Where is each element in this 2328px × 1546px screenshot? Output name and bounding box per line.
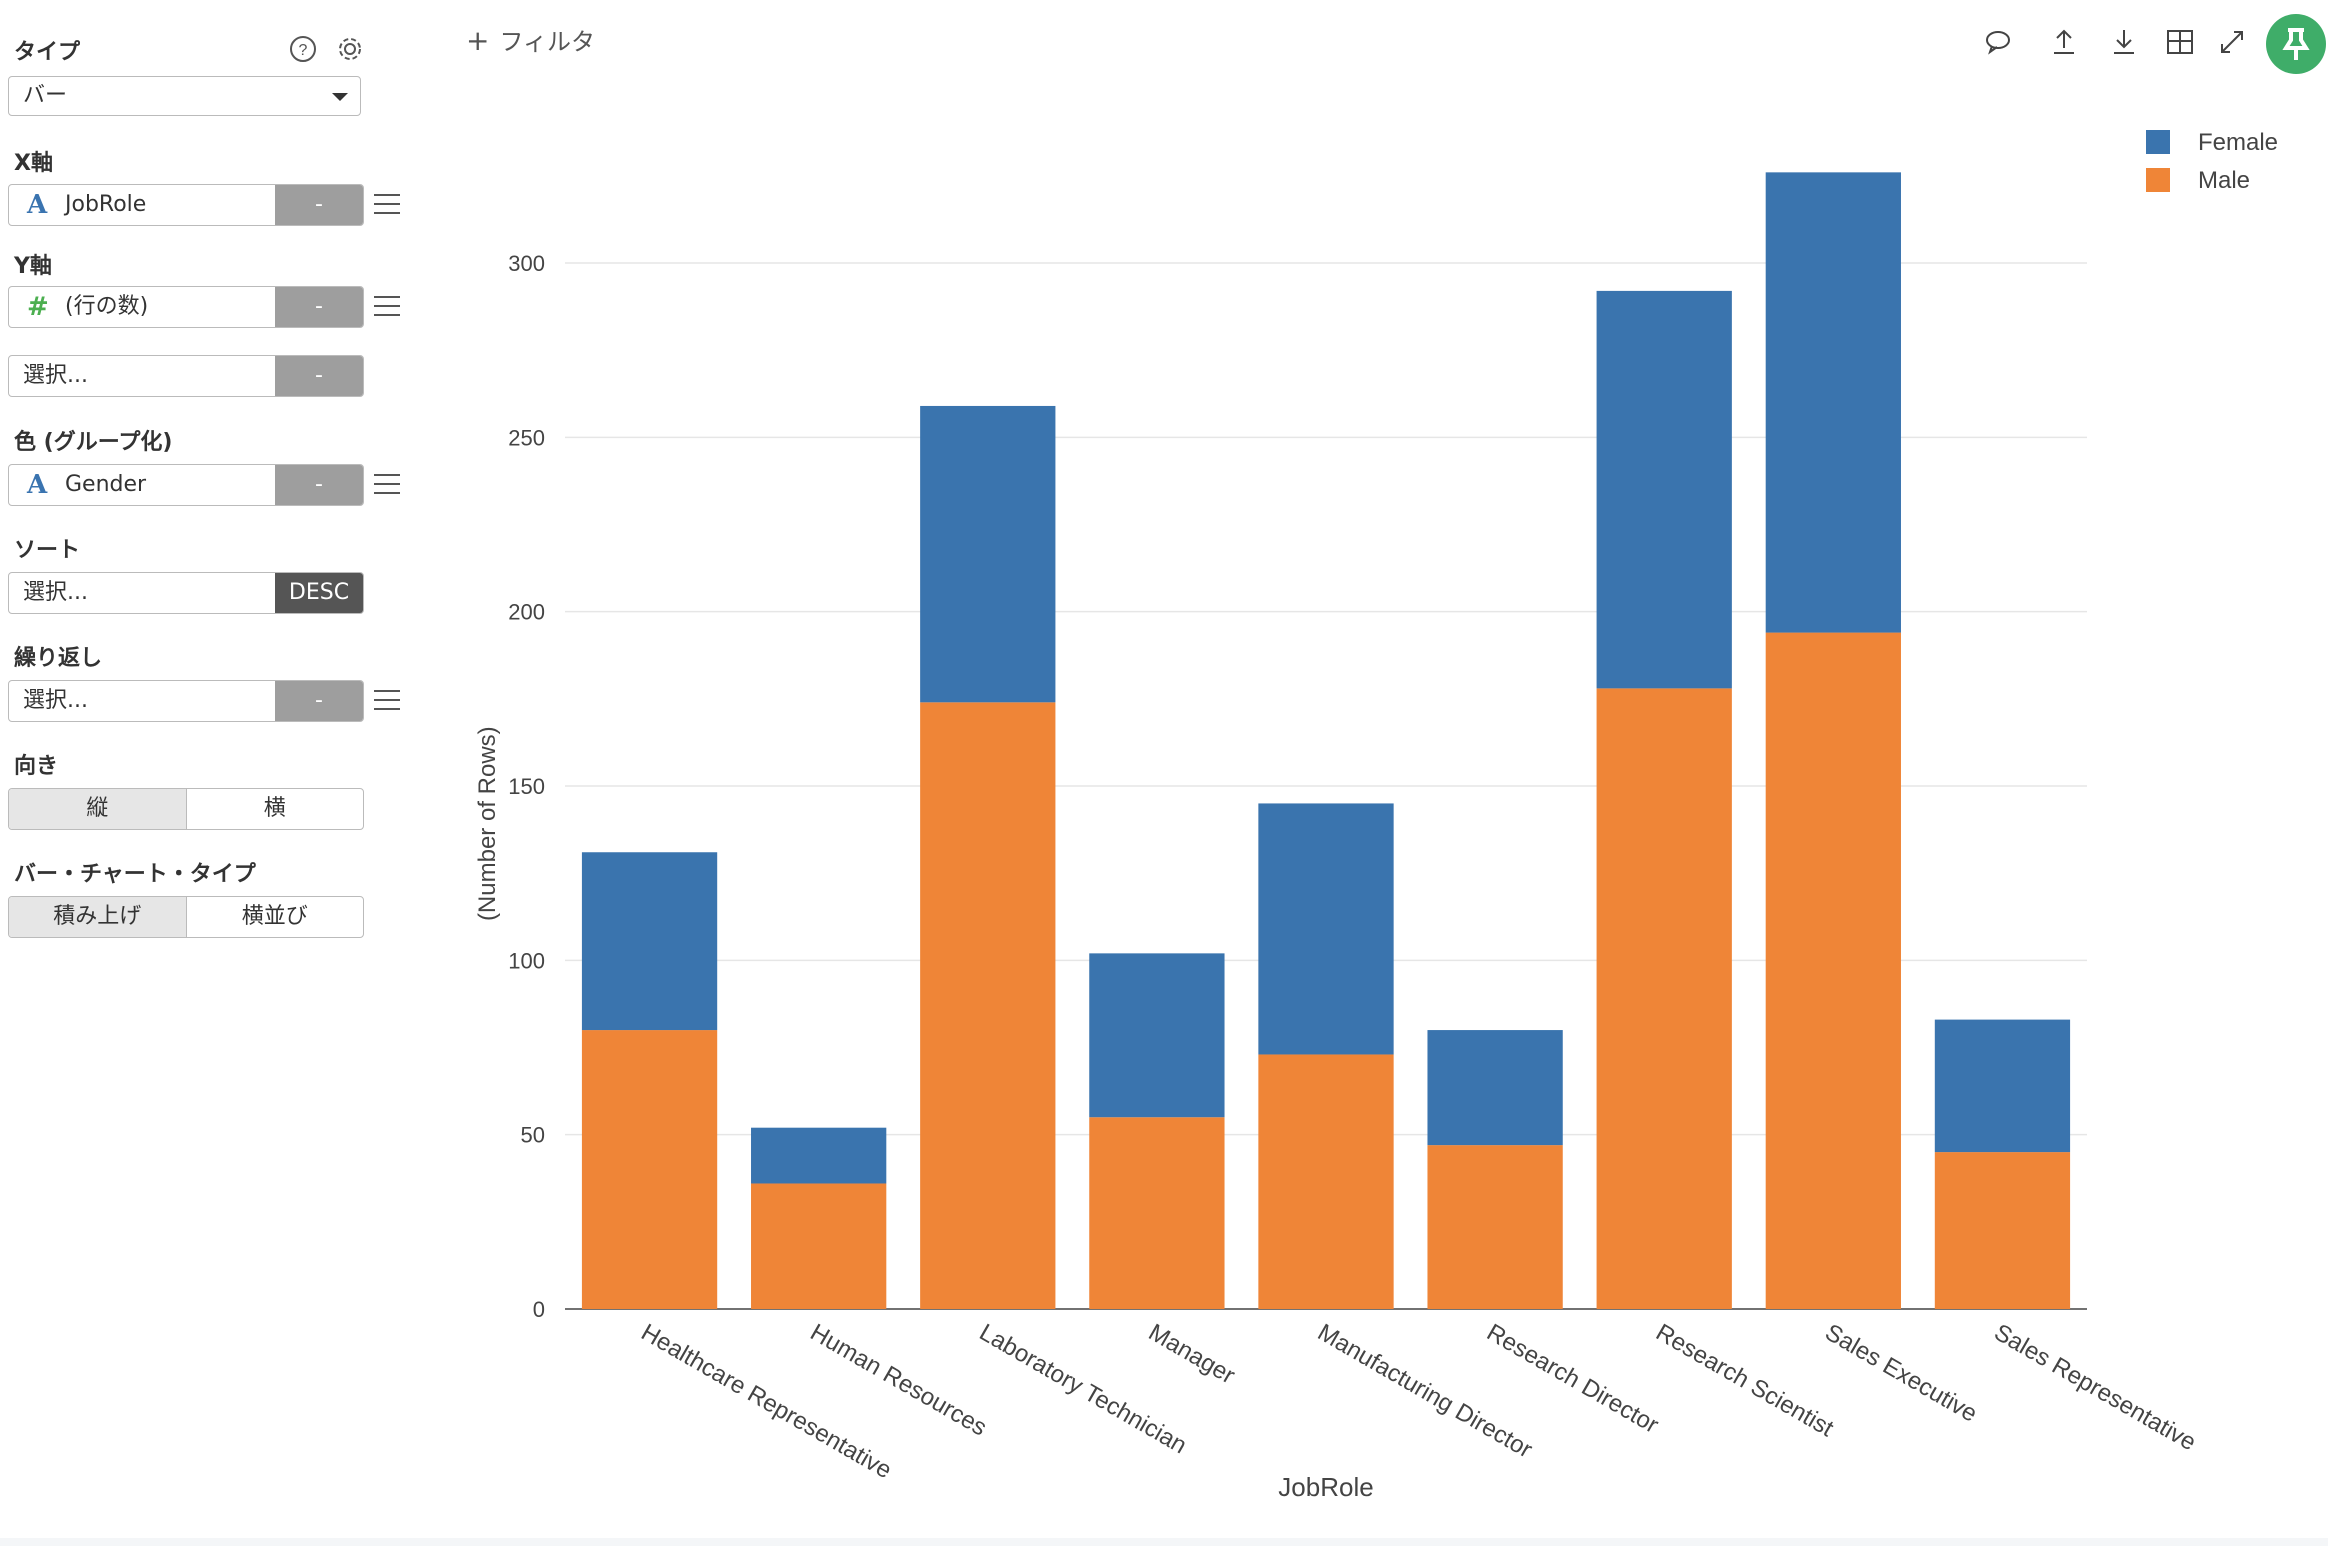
orientation-horizontal[interactable]: 横 (263, 796, 286, 821)
bar-female (1934, 1019, 2071, 1153)
repeat-remove-button[interactable]: - (275, 681, 363, 721)
x-tick-label: Research Scientist (1651, 1319, 1838, 1443)
y-axis-remove-button[interactable]: - (275, 287, 363, 327)
sort-title: ソート (14, 538, 81, 563)
repeat-title: 繰り返し (14, 646, 103, 671)
text-type-icon: A (27, 470, 48, 500)
bar-male (920, 702, 1056, 1309)
legend-label-male: Male (2198, 167, 2250, 194)
table-icon[interactable] (2164, 26, 2196, 58)
bar-female (581, 852, 718, 1031)
gear-icon[interactable] (335, 34, 365, 64)
help-icon[interactable]: ? (288, 34, 318, 64)
chevron-down-icon (332, 93, 348, 101)
y-axis-2-remove-button[interactable]: - (275, 356, 363, 396)
bar-male (1596, 688, 1732, 1309)
chart-type-select[interactable]: バー (8, 76, 361, 116)
y-axis-title: (Number of Rows) (474, 726, 501, 921)
bar-male (1089, 1117, 1225, 1309)
y-axis-field[interactable]: # (行の数) - (8, 286, 364, 328)
y-tick-label: 100 (508, 948, 545, 973)
bar-female (751, 1127, 887, 1184)
y-tick-label: 300 (508, 251, 545, 276)
orientation-vertical[interactable]: 縦 (9, 789, 187, 829)
y-axis-title: Y軸 (14, 254, 52, 279)
bar-male (581, 1030, 718, 1309)
repeat-placeholder: 選択... (23, 688, 88, 713)
footer-divider (0, 1538, 2328, 1546)
x-tick-label: Manager (1144, 1319, 1240, 1390)
svg-text:?: ? (299, 42, 308, 59)
x-axis-field[interactable]: A JobRole - (8, 184, 364, 226)
color-group-remove-button[interactable]: - (275, 465, 363, 505)
bar-male (1427, 1145, 1563, 1309)
color-group-column: Gender (65, 472, 147, 497)
bar-female (1258, 803, 1394, 1055)
bar-female (1427, 1030, 1563, 1146)
menu-icon[interactable] (374, 194, 402, 216)
bar-male (1934, 1152, 2071, 1309)
y-axis-field-2[interactable]: 選択... - (8, 355, 364, 397)
legend-label-female: Female (2198, 129, 2278, 156)
sort-placeholder: 選択... (23, 580, 88, 605)
x-axis-title: JobRole (1278, 1472, 1373, 1502)
y-tick-label: 0 (533, 1297, 545, 1322)
menu-icon[interactable] (374, 296, 402, 318)
text-type-icon: A (27, 190, 48, 220)
plus-icon: + (466, 24, 490, 57)
bar-type-stacked[interactable]: 積み上げ (9, 897, 187, 937)
bar-type-grouped[interactable]: 横並び (241, 904, 308, 929)
color-group-title: 色 (グループ化) (14, 430, 173, 455)
add-filter-button[interactable]: + フィルタ (466, 22, 595, 57)
legend-swatch-female (2146, 130, 2170, 154)
bar-female (1596, 290, 1732, 689)
x-tick-label: Research Director (1482, 1319, 1663, 1439)
bar-type-title: バー・チャート・タイプ (14, 862, 256, 887)
sort-order-button[interactable]: DESC (275, 573, 363, 613)
y-axis-2-placeholder: 選択... (23, 363, 88, 388)
orientation-toggle: 縦 横 (8, 788, 364, 830)
bar-male (751, 1183, 887, 1309)
y-axis-column: (行の数) (65, 294, 149, 319)
bar-female (920, 405, 1056, 703)
y-tick-label: 200 (508, 600, 545, 625)
x-tick-label: Human Resources (806, 1319, 992, 1442)
orientation-title: 向き (14, 754, 59, 779)
filter-label: フィルタ (499, 28, 595, 56)
type-section-title: タイプ (14, 40, 81, 65)
upload-icon[interactable] (2048, 26, 2080, 58)
bar-type-toggle: 積み上げ 横並び (8, 896, 364, 938)
x-axis-title: X軸 (14, 151, 53, 176)
y-tick-label: 50 (521, 1123, 545, 1148)
sort-field[interactable]: 選択... DESC (8, 572, 364, 614)
chart-type-value: バー (23, 83, 68, 108)
x-tick-label: Sales Executive (1820, 1319, 1981, 1428)
number-type-icon: # (27, 292, 49, 322)
expand-icon[interactable] (2216, 26, 2248, 58)
bar-female (1765, 172, 1901, 633)
y-tick-label: 150 (508, 774, 545, 799)
comment-icon[interactable] (1982, 26, 2014, 58)
settings-sidebar: タイプ ? バー X軸 A JobRole - Y軸 # (行の数) - 選択.… (0, 0, 420, 1546)
bar-male (1765, 632, 1901, 1309)
pin-icon (2282, 28, 2310, 60)
menu-icon[interactable] (374, 690, 402, 712)
color-group-field[interactable]: A Gender - (8, 464, 364, 506)
x-axis-remove-button[interactable]: - (275, 185, 363, 225)
bar-female (1089, 953, 1225, 1118)
x-tick-label: Sales Representative (1989, 1319, 2200, 1456)
pin-button[interactable] (2266, 14, 2326, 74)
bar-male (1258, 1054, 1394, 1309)
y-tick-label: 250 (508, 425, 545, 450)
download-icon[interactable] (2108, 26, 2140, 58)
x-axis-column: JobRole (65, 192, 147, 217)
legend-swatch-male (2146, 168, 2170, 192)
repeat-field[interactable]: 選択... - (8, 680, 364, 722)
menu-icon[interactable] (374, 474, 402, 496)
